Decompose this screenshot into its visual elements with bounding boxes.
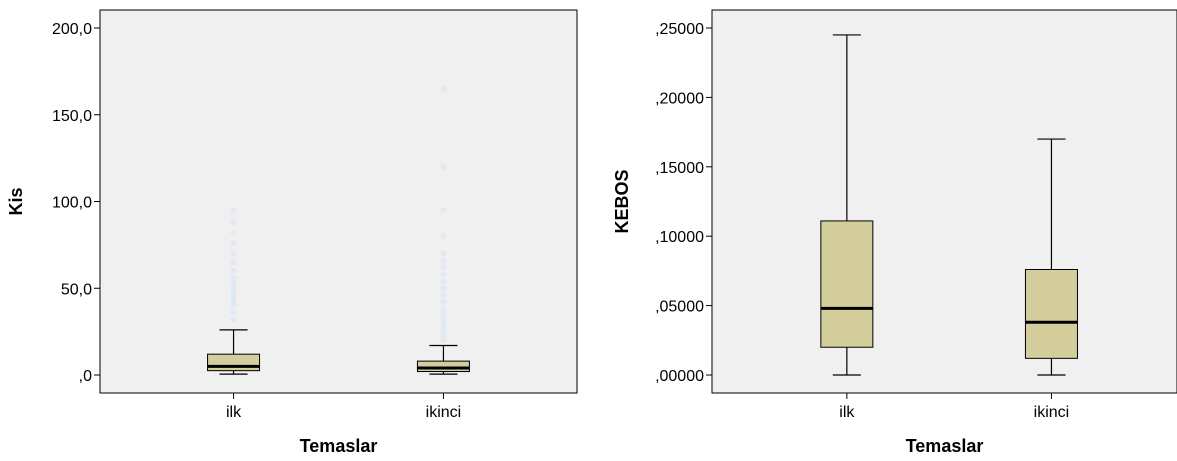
y-tick-label: ,0 — [79, 368, 92, 385]
y-tick-label: ,15000 — [655, 160, 704, 177]
y-tick-label: ,20000 — [655, 90, 704, 107]
outlier-point — [440, 264, 447, 271]
box-iqr — [207, 353, 261, 372]
y-tick-label: ,05000 — [655, 299, 704, 316]
outlier-point — [230, 250, 237, 257]
x-tick-label: ilk — [839, 404, 855, 421]
box-iqr — [820, 220, 874, 348]
box-iqr — [1024, 269, 1078, 359]
outlier-point — [440, 163, 447, 170]
outlier-point — [440, 285, 447, 292]
outlier-point — [440, 311, 447, 318]
outlier-point — [440, 271, 447, 278]
box-iqr — [416, 360, 470, 373]
outlier-point — [440, 337, 447, 344]
outlier-point — [230, 316, 237, 323]
y-tick-label: 50,0 — [61, 281, 92, 298]
y-tick-label: 100,0 — [52, 195, 92, 212]
x-axis-title: Temaslar — [300, 436, 378, 456]
outlier-point — [440, 306, 447, 313]
outlier-point — [230, 259, 237, 266]
y-axis-title: KEBOS — [612, 169, 632, 233]
outlier-point — [440, 326, 447, 333]
outlier-point — [230, 229, 237, 236]
outlier-point — [440, 299, 447, 306]
y-tick-label: ,25000 — [655, 21, 704, 38]
outlier-point — [230, 285, 237, 292]
outlier-point — [440, 321, 447, 328]
outlier-point — [440, 85, 447, 92]
y-tick-label: 150,0 — [52, 108, 92, 125]
y-tick-label: 200,0 — [52, 21, 92, 38]
outlier-point — [230, 219, 237, 226]
outlier-point — [230, 280, 237, 287]
outlier-point — [440, 332, 447, 339]
y-axis-title: Kis — [6, 187, 26, 215]
y-tick-label: ,10000 — [655, 229, 704, 246]
outlier-point — [230, 207, 237, 214]
outlier-point — [440, 292, 447, 299]
outlier-point — [230, 274, 237, 281]
plot-area — [99, 9, 578, 394]
outlier-point — [230, 309, 237, 316]
plot-area — [711, 9, 1177, 394]
x-tick-label: ikinci — [1034, 404, 1070, 421]
outlier-point — [440, 233, 447, 240]
outlier-point — [230, 267, 237, 274]
outlier-point — [440, 207, 447, 214]
outlier-point — [440, 250, 447, 257]
chart-kis: ,0 50,0 100,0 150,0 200,0 Kis Temaslar ilk ikinc… — [6, 9, 578, 456]
outlier-point — [440, 257, 447, 264]
outlier-point — [440, 278, 447, 285]
outlier-point — [440, 316, 447, 323]
x-tick-label: ilk — [226, 404, 242, 421]
chart-kebos: ,00000 ,05000 ,10000 ,15000 ,20000 ,25000 KEBO… — [612, 9, 1177, 456]
y-tick-label: ,00000 — [655, 368, 704, 385]
outlier-point — [230, 240, 237, 247]
x-axis-title: Temaslar — [906, 436, 984, 456]
x-tick-label: ikinci — [426, 404, 462, 421]
